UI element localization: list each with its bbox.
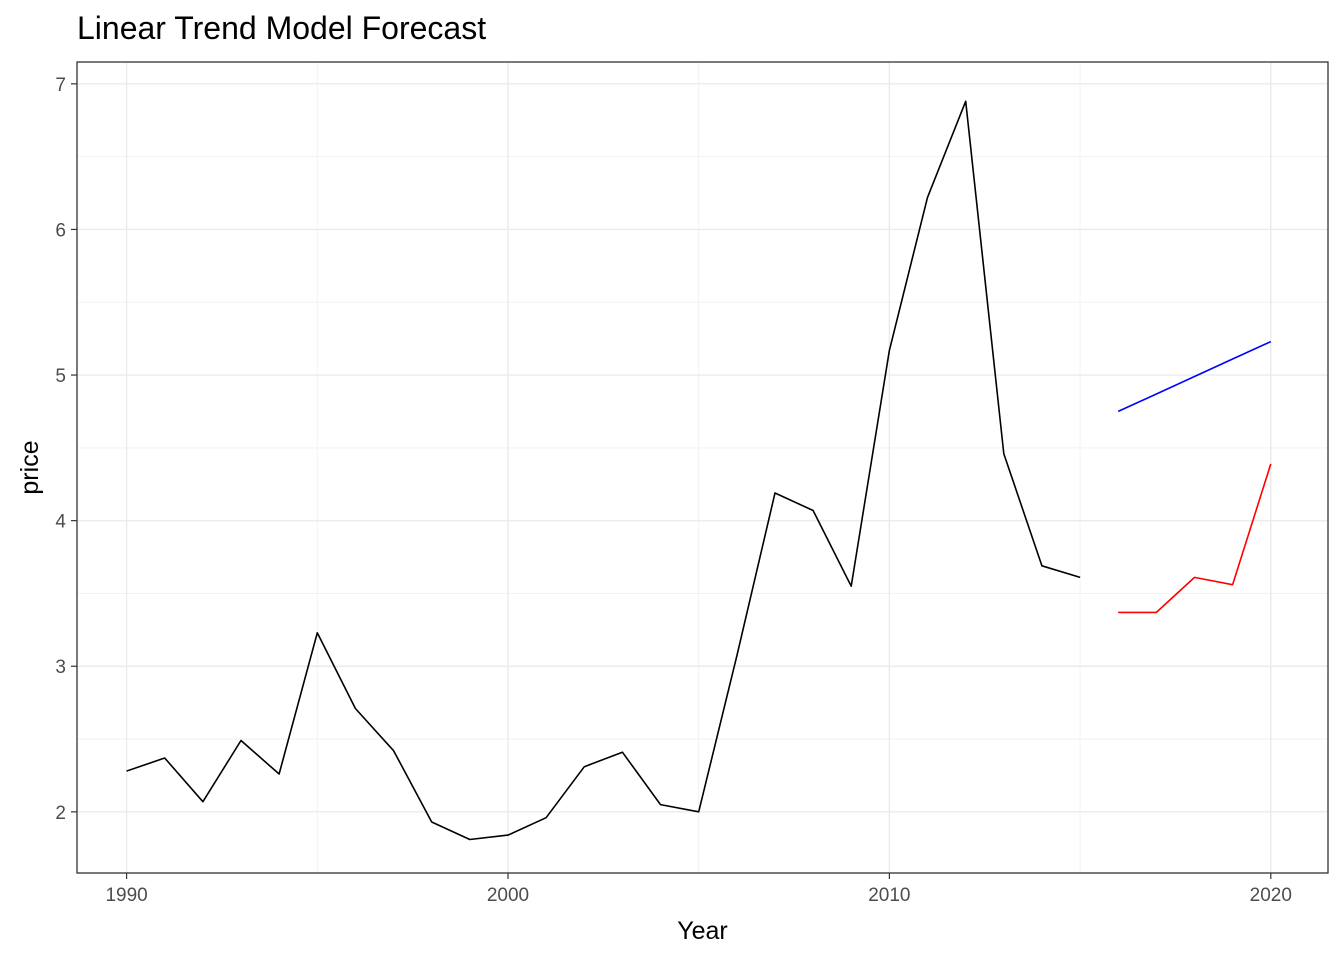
series-line-3 bbox=[1118, 463, 1272, 614]
x-tick-label: 2010 bbox=[868, 885, 910, 906]
x-tick-label: 1990 bbox=[105, 885, 147, 906]
x-tick-label: 2000 bbox=[487, 885, 529, 906]
series-line-2 bbox=[1117, 340, 1272, 413]
series-lines bbox=[126, 100, 1272, 841]
series-line-1 bbox=[126, 100, 1081, 841]
chart-title: Linear Trend Model Forecast bbox=[77, 10, 487, 46]
y-tick-label: 4 bbox=[55, 512, 66, 533]
y-tick-label: 2 bbox=[55, 803, 66, 824]
x-axis-title: Year bbox=[677, 917, 728, 945]
panel-border bbox=[76, 61, 1329, 874]
y-tick-label: 3 bbox=[55, 657, 66, 678]
x-axis: 1990 2000 2010 2020 bbox=[105, 873, 1292, 906]
y-axis: 2 3 4 5 6 7 bbox=[55, 75, 77, 824]
y-tick-label: 7 bbox=[55, 75, 66, 96]
y-tick-label: 6 bbox=[55, 220, 66, 241]
y-axis-title: price bbox=[16, 440, 44, 494]
x-tick-label: 2020 bbox=[1250, 885, 1292, 906]
y-tick-label: 5 bbox=[55, 366, 66, 387]
grid bbox=[77, 62, 1328, 873]
